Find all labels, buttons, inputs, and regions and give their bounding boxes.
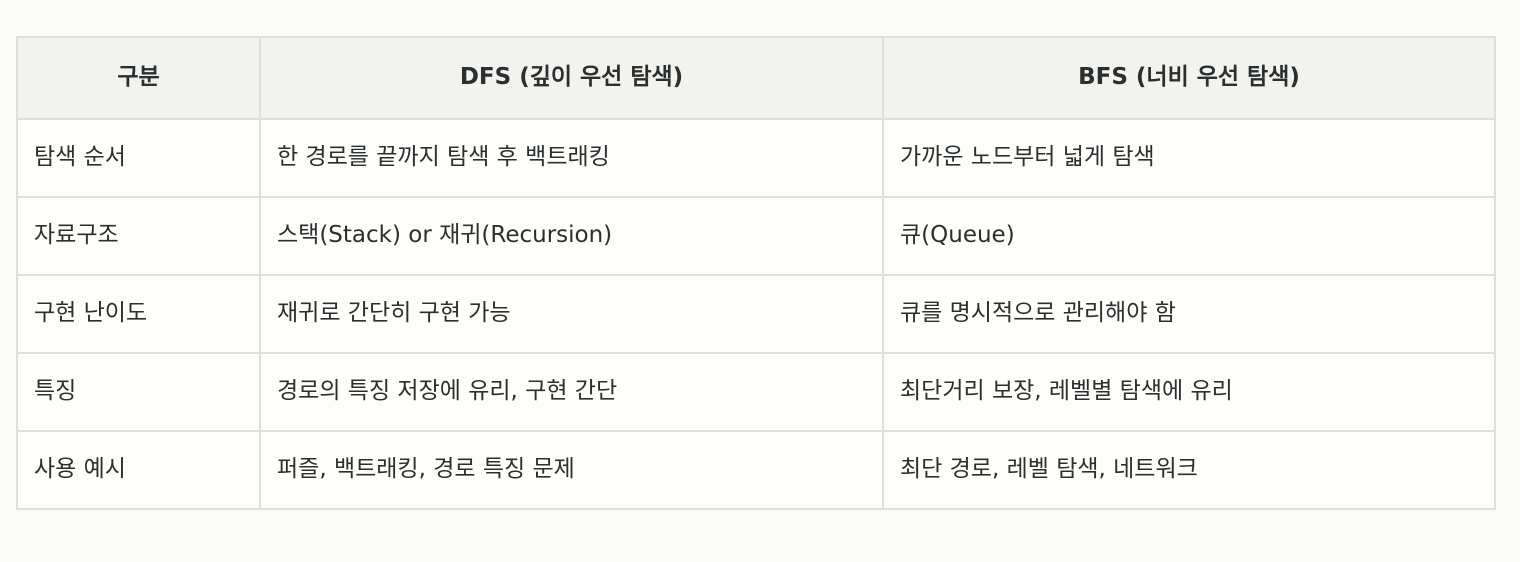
dfs-cell: 재귀로 간단히 구현 가능	[259, 274, 884, 354]
header-category: 구분	[16, 36, 261, 120]
header-dfs: DFS (깊이 우선 탐색)	[259, 36, 884, 120]
bfs-cell: 최단 경로, 레벨 탐색, 네트워크	[882, 430, 1496, 510]
row-label: 자료구조	[16, 196, 261, 276]
dfs-cell: 경로의 특징 저장에 유리, 구현 간단	[259, 352, 884, 432]
header-bfs: BFS (너비 우선 탐색)	[882, 36, 1496, 120]
row-label: 구현 난이도	[16, 274, 261, 354]
bfs-cell: 최단거리 보장, 레벨별 탐색에 유리	[882, 352, 1496, 432]
header-row: 구분 DFS (깊이 우선 탐색) BFS (너비 우선 탐색)	[16, 36, 1496, 120]
row-label: 탐색 순서	[16, 118, 261, 198]
comparison-table: 구분 DFS (깊이 우선 탐색) BFS (너비 우선 탐색) 탐색 순서 한…	[16, 36, 1496, 510]
dfs-cell: 퍼즐, 백트래킹, 경로 특징 문제	[259, 430, 884, 510]
bfs-cell: 큐(Queue)	[882, 196, 1496, 276]
row-label: 사용 예시	[16, 430, 261, 510]
table-row: 특징 경로의 특징 저장에 유리, 구현 간단 최단거리 보장, 레벨별 탐색에…	[16, 352, 1496, 432]
row-label: 특징	[16, 352, 261, 432]
table-row: 탐색 순서 한 경로를 끝까지 탐색 후 백트래킹 가까운 노드부터 넓게 탐색	[16, 118, 1496, 198]
dfs-cell: 스택(Stack) or 재귀(Recursion)	[259, 196, 884, 276]
table-body: 탐색 순서 한 경로를 끝까지 탐색 후 백트래킹 가까운 노드부터 넓게 탐색…	[16, 118, 1496, 510]
table-row: 자료구조 스택(Stack) or 재귀(Recursion) 큐(Queue)	[16, 196, 1496, 276]
bfs-cell: 큐를 명시적으로 관리해야 함	[882, 274, 1496, 354]
dfs-cell: 한 경로를 끝까지 탐색 후 백트래킹	[259, 118, 884, 198]
table-row: 구현 난이도 재귀로 간단히 구현 가능 큐를 명시적으로 관리해야 함	[16, 274, 1496, 354]
table-row: 사용 예시 퍼즐, 백트래킹, 경로 특징 문제 최단 경로, 레벨 탐색, 네…	[16, 430, 1496, 510]
table-header: 구분 DFS (깊이 우선 탐색) BFS (너비 우선 탐색)	[16, 36, 1496, 120]
bfs-cell: 가까운 노드부터 넓게 탐색	[882, 118, 1496, 198]
